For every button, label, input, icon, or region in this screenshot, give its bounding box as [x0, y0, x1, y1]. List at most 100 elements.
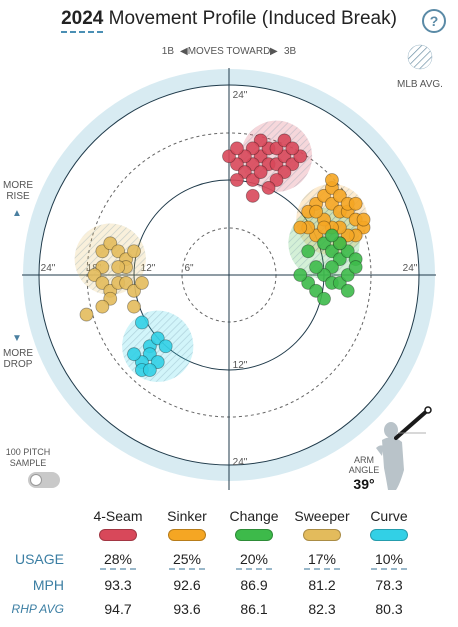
pitch-point-4-seam [269, 141, 284, 156]
more-rise-label-line1: MORE [3, 180, 33, 191]
pitch-point-change [348, 260, 363, 274]
pitch-point-change [325, 260, 339, 274]
rhp-avg-value-change: 86.1 [240, 601, 268, 617]
movement-chart: 1B ◀ MOVES TOWARD ▶ 3B MLB AVG. 24" 12" … [3, 44, 443, 492]
ring-label-top-24: 24" [233, 90, 248, 101]
sample-label-line1: 100 PITCH [6, 447, 51, 457]
pitch-color-swatch-curve [370, 529, 408, 541]
pitch-point-4-seam [253, 149, 268, 164]
arm-angle-label-line2: ANGLE [349, 465, 380, 475]
pitch-point-4-seam [230, 157, 244, 172]
pitch-point-4-seam [245, 173, 260, 187]
pitch-name-4-seam: 4-Seam [93, 508, 143, 524]
mph-value-change: 86.9 [240, 577, 268, 593]
pitch-point-sweeper [103, 291, 118, 306]
pitch-point-sweeper [119, 276, 133, 290]
up-arrow-icon: ▲ [12, 208, 22, 219]
pitch-point-change [340, 244, 355, 259]
usage-value-change: 20% [236, 551, 272, 570]
pitch-point-curve [158, 339, 173, 354]
pitch-point-4-seam [277, 149, 292, 164]
mph-value-4-seam: 93.3 [104, 577, 132, 593]
pitch-point-4-seam [261, 181, 276, 195]
pitch-point-4-seam [253, 165, 268, 179]
mph-value-sinker: 92.6 [173, 577, 201, 593]
pitch-point-sweeper [79, 307, 94, 322]
page-title: 2024 Movement Profile (Induced Break) [61, 8, 397, 33]
pitch-color-swatch-sinker [168, 529, 206, 541]
pitch-point-4-seam [293, 149, 308, 164]
pitch-point-sweeper [95, 299, 110, 314]
pitch-point-4-seam [237, 149, 252, 164]
rhp-avg-row-label: RHP AVG [11, 602, 64, 616]
pitch-color-swatch-4-seam [99, 529, 137, 541]
pitch-point-curve [142, 363, 157, 377]
pitch-name-change: Change [229, 508, 279, 524]
pitch-point-4-seam [245, 157, 260, 172]
arm-angle-value: 39° [353, 476, 374, 492]
pitch-point-sweeper [135, 276, 149, 290]
pitch-point-sweeper [127, 244, 141, 259]
direction-left-label: 1B [162, 46, 175, 57]
pitch-point-change [301, 244, 316, 259]
pitch-point-change [317, 291, 331, 306]
rhp-avg-value-curve: 80.3 [375, 601, 403, 617]
mph-value-curve: 78.3 [375, 577, 403, 593]
pitch-point-change [309, 260, 323, 274]
pitch-point-change [293, 268, 308, 282]
direction-center-label: MOVES TOWARD [188, 46, 271, 57]
direction-right-label: 3B [284, 46, 297, 57]
more-rise-label-line2: RISE [6, 191, 30, 202]
pitch-point-sweeper [127, 283, 141, 298]
rhp-avg-value-sweeper: 82.3 [308, 601, 336, 617]
usage-value-sweeper: 17% [304, 551, 340, 570]
title-year: 2024 [61, 8, 104, 33]
pitch-point-change [325, 228, 339, 243]
ring-label-bottom-12: 12" [233, 360, 248, 371]
pitch-point-change [332, 276, 347, 290]
pitch-point-4-seam [277, 133, 292, 148]
more-drop-label-line2: DROP [4, 359, 33, 370]
pitch-point-sweeper [111, 260, 126, 274]
mlb-avg-legend-label: MLB AVG. [397, 79, 443, 90]
mph-row-label: MPH [32, 577, 64, 593]
pitch-point-change [332, 252, 347, 267]
rhp-avg-value-4-seam: 94.7 [104, 601, 132, 617]
sample-toggle[interactable] [28, 472, 60, 488]
pitch-point-4-seam [253, 133, 268, 148]
pitch-color-swatch-change [235, 529, 273, 541]
ring-label-left-12: 12" [141, 263, 156, 274]
sample-toggle-knob [30, 474, 42, 486]
pitch-color-swatch-sweeper [303, 529, 341, 541]
pitch-point-4-seam [285, 157, 300, 172]
pitch-point-sinker [348, 196, 363, 211]
ring-label-right-24: 24" [403, 263, 418, 274]
pitch-point-curve [142, 347, 157, 362]
pitch-point-sinker [325, 173, 339, 187]
pitch-point-sweeper [95, 244, 110, 259]
direction-right-arrow-icon: ▶ [270, 46, 278, 57]
pitch-point-change [340, 268, 355, 282]
pitch-name-sweeper: Sweeper [294, 508, 350, 524]
pitch-point-sweeper [95, 276, 110, 290]
pitch-point-4-seam [277, 165, 292, 179]
pitch-point-4-seam [269, 173, 284, 187]
more-drop-label-line1: MORE [3, 348, 33, 359]
mlb-avg-hatch-curve [122, 310, 194, 382]
pitch-point-change [317, 236, 331, 251]
pitch-point-sinker [340, 228, 355, 243]
pitch-point-curve [150, 355, 165, 369]
pitch-point-curve [135, 315, 149, 330]
ring-label-left-6: 6" [184, 263, 194, 274]
pitch-name-curve: Curve [370, 508, 408, 524]
pitch-point-4-seam [222, 149, 236, 164]
pitch-point-sweeper [95, 260, 110, 274]
pitch-point-change [340, 283, 355, 298]
pitch-point-sweeper [103, 236, 118, 251]
pitch-point-sinker [309, 204, 323, 219]
pitch-point-change [325, 244, 339, 259]
help-icon[interactable]: ? [422, 9, 446, 33]
pitch-point-4-seam [230, 141, 244, 156]
pitch-point-4-seam [230, 173, 244, 187]
pitch-point-change [317, 268, 331, 282]
